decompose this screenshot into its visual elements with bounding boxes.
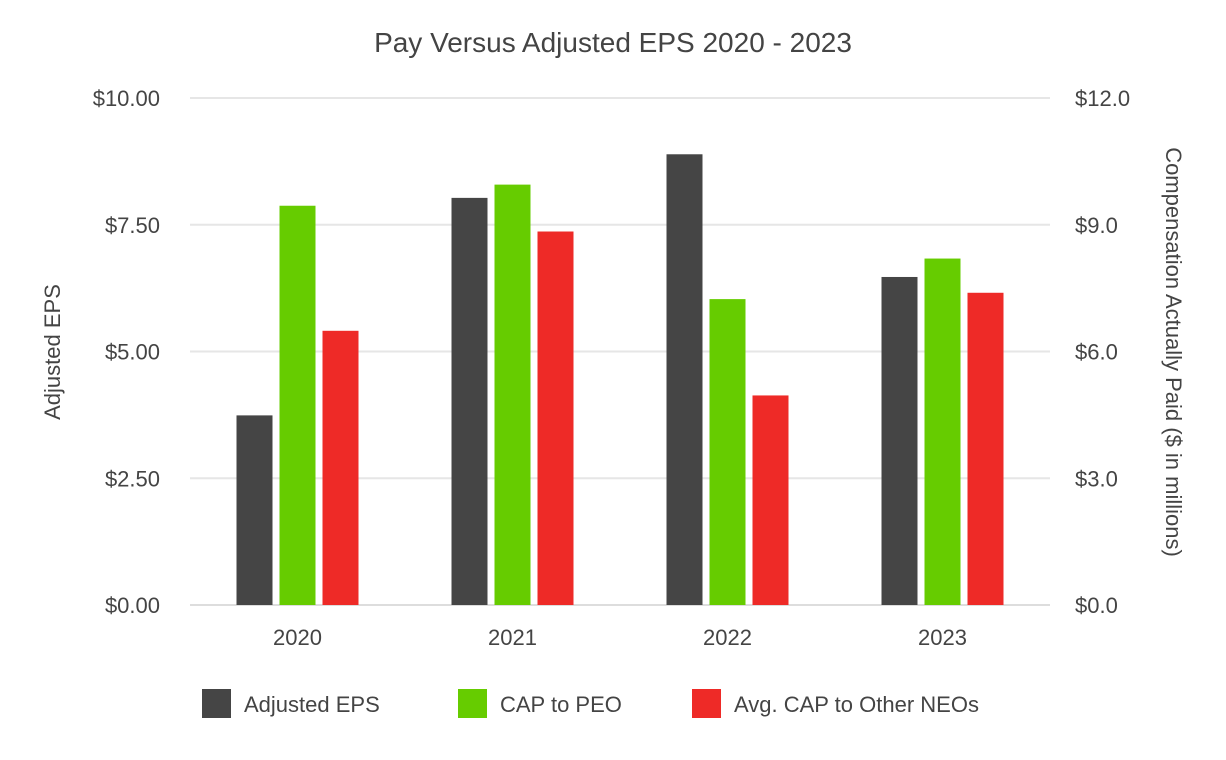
bar-cap-to-peo-2022: [709, 299, 746, 605]
y-axis-title: Adjusted EPS: [40, 284, 65, 420]
x-tick-label: 2021: [488, 625, 537, 650]
y-tick-label: $10.00: [93, 86, 160, 111]
y-tick-label: $7.50: [105, 213, 160, 238]
legend-label-adjusted-eps: Adjusted EPS: [244, 692, 380, 717]
legend: Adjusted EPS CAP to PEO Avg. CAP to Other …: [202, 689, 979, 718]
y2-axis-ticks: $0.0 $3.0 $6.0 $9.0 $12.0: [1075, 86, 1130, 618]
y2-tick-label: $12.0: [1075, 86, 1130, 111]
x-tick-label: 2023: [918, 625, 967, 650]
y-tick-label: $0.00: [105, 593, 160, 618]
y2-tick-label: $3.0: [1075, 466, 1118, 491]
bar-adjusted-eps-2022: [666, 154, 703, 606]
legend-label-cap-to-peo: CAP to PEO: [500, 692, 622, 717]
bar-avg-cap-to-other-neos-2020: [322, 330, 359, 605]
y2-tick-label: $9.0: [1075, 213, 1118, 238]
y2-tick-label: $6.0: [1075, 340, 1118, 365]
bar-cap-to-peo-2023: [924, 258, 961, 605]
legend-swatch-adjusted-eps: [202, 689, 231, 718]
legend-label-avg-cap-to-other-neos: Avg. CAP to Other NEOs: [734, 692, 979, 717]
y2-tick-label: $0.0: [1075, 593, 1118, 618]
chart-title: Pay Versus Adjusted EPS 2020 - 2023: [374, 27, 852, 58]
bar-adjusted-eps-2020: [236, 415, 273, 605]
bar-cap-to-peo-2020: [279, 205, 316, 606]
legend-swatch-cap-to-peo: [458, 689, 487, 718]
legend-swatch-avg-cap-to-other-neos: [692, 689, 721, 718]
x-axis-ticks: 2020 2021 2022 2023: [273, 625, 967, 650]
x-tick-label: 2022: [703, 625, 752, 650]
bars: [236, 154, 1004, 606]
bar-avg-cap-to-other-neos-2023: [967, 292, 1004, 605]
y2-axis-title: Compensation Actually Paid ($ in million…: [1161, 147, 1186, 557]
bar-adjusted-eps-2021: [451, 197, 488, 605]
bar-adjusted-eps-2023: [881, 276, 918, 605]
x-tick-label: 2020: [273, 625, 322, 650]
bar-avg-cap-to-other-neos-2021: [537, 231, 574, 605]
y-tick-label: $5.00: [105, 340, 160, 365]
bar-avg-cap-to-other-neos-2022: [752, 395, 789, 605]
gridlines: [190, 97, 1050, 606]
y-axis-ticks: $0.00 $2.50 $5.00 $7.50 $10.00: [93, 86, 160, 618]
y-tick-label: $2.50: [105, 466, 160, 491]
bar-cap-to-peo-2021: [494, 184, 531, 606]
